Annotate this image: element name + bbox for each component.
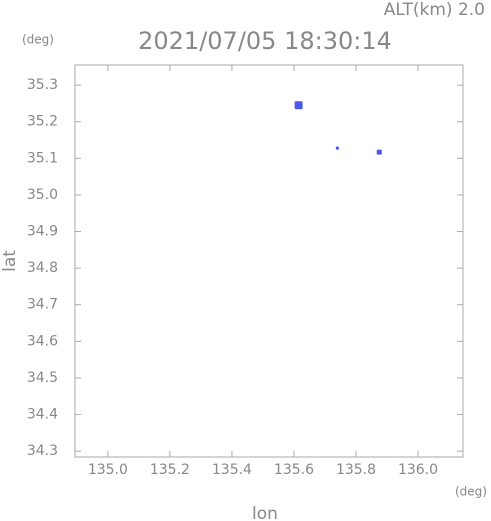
y-axis-label: lat: [0, 250, 20, 272]
x-axis-label: lon: [252, 504, 278, 521]
x-tick-label: 135.6: [274, 462, 314, 478]
y-tick-label: 35.2: [27, 114, 58, 130]
x-tick-label: 135.8: [336, 462, 376, 478]
point: [335, 146, 339, 150]
y-tick-label: 34.6: [27, 333, 58, 349]
point: [294, 101, 303, 110]
y-tick-label: 34.4: [27, 407, 58, 423]
x-tick-label: 135.0: [88, 462, 128, 478]
y-tick-label: 34.8: [27, 260, 58, 276]
y-tick-label: 35.0: [27, 187, 58, 203]
y-tick-label: 34.9: [27, 224, 58, 240]
y-tick-label: 34.7: [27, 297, 58, 313]
point: [376, 149, 382, 155]
y-tick-label: 35.3: [27, 77, 58, 93]
x-tick-label: 135.4: [212, 462, 252, 478]
y-tick-label: 34.3: [27, 443, 58, 459]
plot-frame: [74, 64, 464, 458]
x-unit: (deg): [455, 485, 487, 499]
x-tick-label: 135.2: [150, 462, 190, 478]
altitude-label: ALT(km) 2.0: [384, 0, 485, 20]
y-tick-label: 34.5: [27, 370, 58, 386]
y-tick-label: 35.1: [27, 150, 58, 166]
y-unit: (deg): [22, 33, 54, 47]
x-tick-label: 136.0: [398, 462, 438, 478]
chart-title: 2021/07/05 18:30:14: [138, 27, 392, 55]
